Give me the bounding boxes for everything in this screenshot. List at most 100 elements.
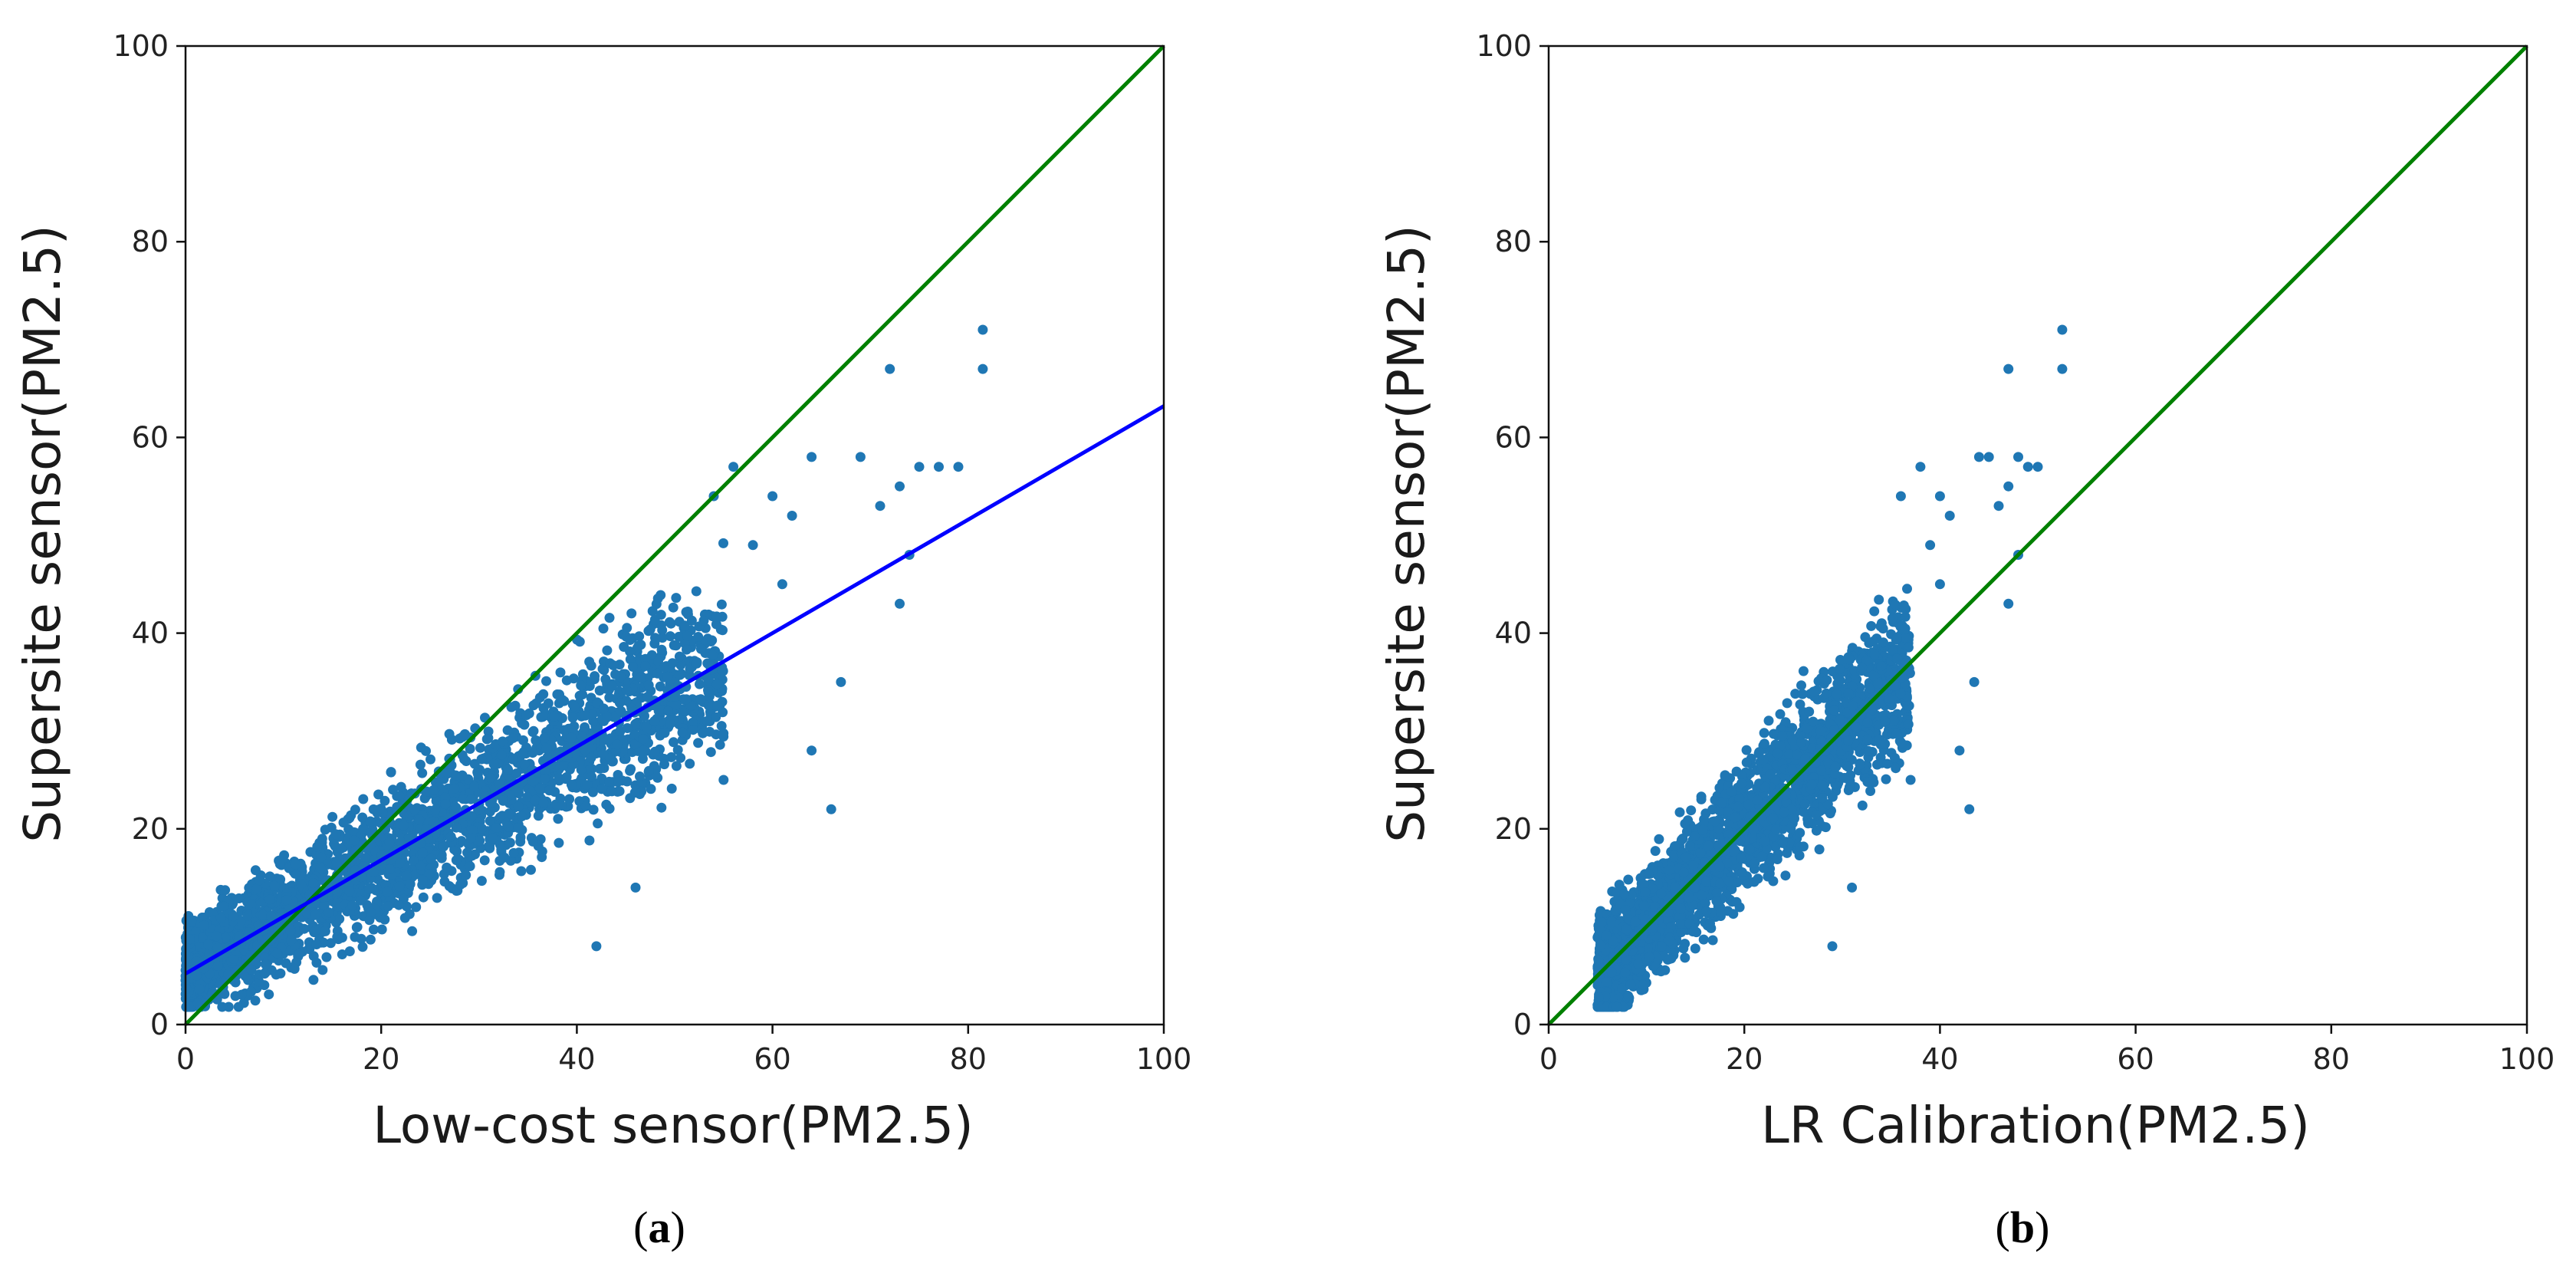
scatter-point (1811, 810, 1822, 821)
scatter-point (613, 777, 623, 788)
plot-frame (184, 44, 1165, 1026)
scatter-point (597, 748, 608, 759)
scatter-point (767, 491, 778, 502)
scatter-point (185, 1001, 196, 1011)
scatter-point (638, 734, 649, 745)
scatter-point (643, 679, 654, 690)
scatter-point (399, 913, 410, 923)
scatter-point (586, 660, 596, 671)
scatter-point (1814, 844, 1825, 855)
scatter-point (651, 599, 662, 610)
scatter-point (461, 870, 472, 880)
scatter-point (360, 853, 370, 863)
scatter-point (455, 880, 466, 890)
scatter-point (250, 995, 261, 1006)
scatter-point (534, 783, 545, 794)
scatter-point (246, 964, 257, 975)
scatter-point (289, 963, 300, 974)
scatter-point (235, 916, 246, 926)
scatter-point (566, 779, 577, 790)
scatter-point (476, 876, 487, 886)
scatter-point (465, 744, 475, 754)
scatter-point (537, 852, 547, 863)
scatter-point (251, 883, 262, 894)
scatter-point (1857, 800, 1868, 811)
scatter-point (311, 957, 322, 968)
scatter-point (1670, 841, 1681, 851)
scatter-point (1857, 662, 1868, 673)
scatter-point (527, 727, 538, 737)
scatter-point (656, 716, 667, 727)
scatter-point (429, 785, 439, 795)
scatter-point (513, 801, 524, 811)
scatter-point (642, 692, 652, 702)
scatter-point (1796, 680, 1806, 691)
scatter-point (355, 895, 366, 906)
scatter-point (344, 886, 355, 896)
scatter-point (711, 679, 722, 689)
scatter-point (688, 725, 698, 735)
scatter-point (652, 668, 663, 679)
scatter-point (705, 726, 715, 737)
scatter-point (475, 742, 485, 753)
scatter-point (349, 835, 360, 846)
scatter-point (250, 865, 261, 876)
scatter-point (1759, 728, 1769, 738)
scatter-point (715, 739, 725, 750)
scatter-point (626, 608, 637, 619)
scatter-point (264, 894, 275, 905)
scatter-point (598, 703, 609, 714)
scatter-points (1592, 324, 2068, 1012)
scatter-point (317, 965, 328, 975)
scatter-point (587, 787, 598, 798)
scatter-point (1651, 952, 1661, 962)
scatter-point (485, 815, 495, 826)
scatter-point (1794, 850, 1805, 860)
scatter-point (503, 765, 514, 775)
scatter-point (365, 934, 376, 945)
scatter-point (495, 779, 505, 790)
scatter-point (393, 900, 404, 910)
scatter-point (1880, 738, 1891, 749)
scatter-point (308, 878, 319, 889)
scatter-point (522, 792, 533, 802)
scatter-point (662, 671, 673, 682)
scatter-point (458, 794, 468, 804)
scatter-point (603, 735, 613, 745)
scatter-point (590, 671, 600, 682)
scatter-point (628, 662, 638, 672)
scatter-point (635, 771, 645, 781)
scatter-point (1817, 793, 1828, 804)
scatter-point (526, 864, 536, 875)
scatter-point (324, 907, 334, 918)
scatter-point (604, 776, 614, 787)
scatter-point (644, 765, 654, 776)
scatter-panel-b: LR Calibration(PM2.5) Supersite sensor(P… (1377, 29, 2555, 1252)
scatter-point (718, 666, 728, 676)
scatter-point (1775, 709, 1786, 719)
scatter-point (703, 687, 714, 698)
x-tick-label: 80 (950, 1042, 987, 1076)
scatter-point (1701, 906, 1712, 916)
scatter-point (1717, 798, 1727, 808)
scatter-point (634, 631, 645, 642)
scatter-point (1716, 907, 1727, 918)
scatter-point (521, 710, 532, 720)
scatter-point (875, 501, 886, 512)
scatter-point (1799, 799, 1810, 809)
scatter-point (498, 795, 508, 806)
scatter-point (310, 925, 321, 936)
scatter-point (640, 653, 651, 664)
scatter-point (1741, 757, 1752, 768)
x-tick-label: 40 (558, 1042, 595, 1076)
scatter-point (1787, 735, 1798, 745)
scatter-point (197, 933, 208, 943)
scatter-point (625, 646, 636, 656)
scatter-point (569, 701, 580, 712)
scatter-point (439, 841, 449, 852)
scatter-point (663, 706, 673, 716)
scatter-point (302, 908, 313, 919)
scatter-point (409, 804, 420, 814)
scatter-point (299, 923, 310, 934)
